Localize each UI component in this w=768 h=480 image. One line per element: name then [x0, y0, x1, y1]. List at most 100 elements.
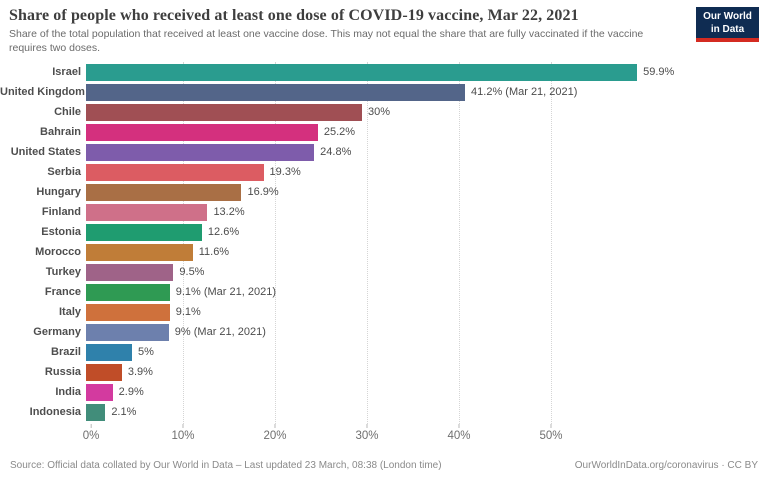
tick-mark: [550, 424, 552, 428]
country-label: United Kingdom: [0, 86, 85, 98]
country-label: Brazil: [51, 346, 81, 358]
bar-row: Italy 9.1%: [0, 302, 768, 322]
bar-track: 9.1%: [86, 303, 638, 321]
country-label: United States: [10, 146, 81, 158]
bar-row: Indonesia 2.1%: [0, 402, 768, 422]
gridlines: [91, 62, 643, 424]
value-label: 41.2% (Mar 21, 2021): [471, 85, 578, 98]
bar-chart: Israel 59.9% United Kingdom 41.2% (Mar 21, …: [0, 62, 768, 442]
value-label: 19.3%: [269, 165, 301, 178]
value-label: 2.9%: [118, 385, 144, 398]
bar[interactable]: [86, 63, 638, 81]
bar[interactable]: [86, 163, 264, 181]
footer: Source: Official data collated by Our Wo…: [10, 460, 758, 471]
bar-track: 16.9%: [86, 183, 638, 201]
bar-rows: Israel 59.9% United Kingdom 41.2% (Mar 21, …: [0, 62, 768, 422]
bar-row: Estonia 12.6%: [0, 222, 768, 242]
bar[interactable]: [86, 283, 170, 301]
value-label: 30%: [368, 105, 391, 118]
bar-track: 3.9%: [86, 363, 638, 381]
tick-mark: [182, 424, 184, 428]
bar[interactable]: [86, 203, 208, 221]
bar-track: 24.8%: [86, 143, 638, 161]
bar[interactable]: [86, 343, 132, 361]
bar[interactable]: [86, 223, 202, 241]
value-label: 3.9%: [127, 365, 153, 378]
value-label: 24.8%: [320, 145, 352, 158]
country-label: India: [55, 386, 81, 398]
bar-row: Chile 30%: [0, 102, 768, 122]
country-label: Israel: [52, 66, 81, 78]
bar[interactable]: [86, 303, 170, 321]
country-label: Morocco: [35, 246, 81, 258]
axis-tick: 10%: [171, 424, 195, 442]
bar-row: Hungary 16.9%: [0, 182, 768, 202]
bar[interactable]: [86, 263, 174, 281]
bar[interactable]: [86, 383, 113, 401]
bar-track: 5%: [86, 343, 638, 361]
country-label: France: [44, 286, 81, 298]
country-label: Germany: [33, 326, 81, 338]
axis-tick: 50%: [539, 424, 563, 442]
bar-row: Serbia 19.3%: [0, 162, 768, 182]
bar-row: United Kingdom 41.2% (Mar 21, 2021): [0, 82, 768, 102]
gridline: [275, 62, 276, 424]
owid-logo: Our World in Data: [696, 7, 759, 42]
country-label: Russia: [44, 366, 81, 378]
value-label: 59.9%: [643, 65, 675, 78]
tick-mark: [366, 424, 368, 428]
country-label: Finland: [41, 206, 81, 218]
bar[interactable]: [86, 83, 466, 101]
gridline: [551, 62, 552, 424]
bar-row: Brazil 5%: [0, 342, 768, 362]
bar-track: 2.1%: [86, 403, 638, 421]
bar-row: Finland 13.2%: [0, 202, 768, 222]
tick-label: 20%: [263, 430, 287, 442]
bar[interactable]: [86, 323, 169, 341]
country-label: Serbia: [47, 166, 81, 178]
bar[interactable]: [86, 123, 318, 141]
bar-track: 25.2%: [86, 123, 638, 141]
value-label: 9% (Mar 21, 2021): [174, 325, 266, 338]
country-label: Estonia: [41, 226, 81, 238]
axis-tick: 20%: [263, 424, 287, 442]
axis-tick: 40%: [447, 424, 471, 442]
page-title: Share of people who received at least on…: [9, 7, 579, 24]
bar-row: United States 24.8%: [0, 142, 768, 162]
gridline: [459, 62, 460, 424]
tick-label: 40%: [447, 430, 471, 442]
bar[interactable]: [86, 403, 106, 421]
value-label: 16.9%: [247, 185, 279, 198]
license-link[interactable]: OurWorldInData.org/coronavirus · CC BY: [574, 460, 758, 471]
bar[interactable]: [86, 183, 242, 201]
value-label: 25.2%: [323, 125, 356, 138]
bar-row: Russia 3.9%: [0, 362, 768, 382]
country-label: Italy: [58, 306, 81, 318]
tick-label: 30%: [355, 430, 379, 442]
bar-track: 13.2%: [86, 203, 638, 221]
axis-tick: 30%: [355, 424, 379, 442]
tick-label: 0%: [82, 430, 100, 442]
bar-track: 9.1% (Mar 21, 2021): [86, 283, 638, 301]
bar-track: 9% (Mar 21, 2021): [86, 323, 638, 341]
country-label: Chile: [54, 106, 81, 118]
value-label: 11.6%: [198, 245, 230, 258]
bar-track: 19.3%: [86, 163, 638, 181]
bar-row: Morocco 11.6%: [0, 242, 768, 262]
axis-tick: 0%: [82, 424, 100, 442]
bar[interactable]: [86, 143, 315, 161]
tick-label: 10%: [171, 430, 195, 442]
country-label: Bahrain: [40, 126, 81, 138]
bar[interactable]: [86, 363, 122, 381]
value-label: 9.1%: [175, 305, 201, 318]
value-label: 5%: [137, 345, 154, 358]
value-label: 2.1%: [111, 405, 137, 418]
bar-track: 9.5%: [86, 263, 638, 281]
tick-mark: [90, 424, 92, 428]
country-label: Indonesia: [29, 406, 81, 418]
source-note: Source: Official data collated by Our Wo…: [10, 460, 442, 471]
bar[interactable]: [86, 243, 193, 261]
bar[interactable]: [86, 103, 362, 121]
bar-track: 59.9%: [86, 63, 674, 81]
bar-row: Turkey 9.5%: [0, 262, 768, 282]
